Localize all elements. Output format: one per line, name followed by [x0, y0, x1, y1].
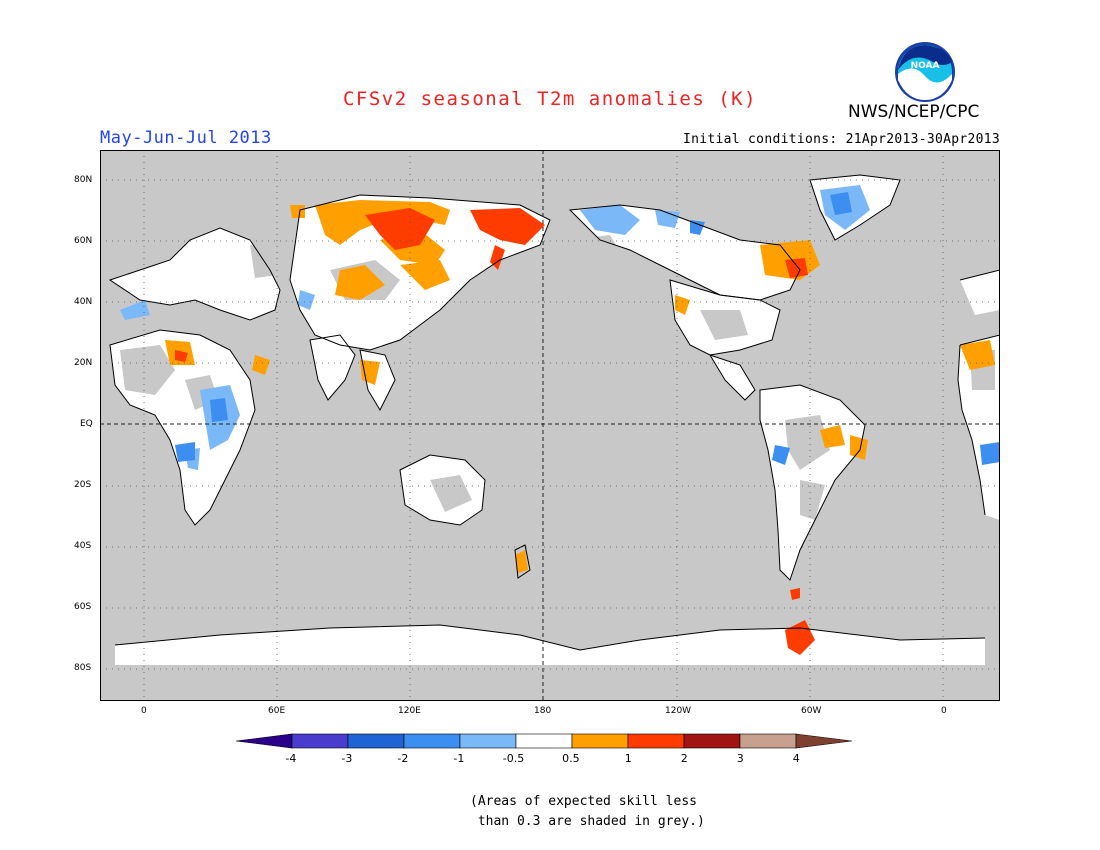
- colorbar-tick-label: 3: [736, 752, 744, 765]
- colorbar-segment: [739, 733, 797, 749]
- lon-label-60e: 60E: [268, 706, 286, 716]
- agency-label: NWS/NCEP/CPC: [848, 102, 980, 122]
- lon-label-0: 0: [141, 706, 147, 716]
- lon-label-120w: 120W: [665, 706, 692, 716]
- initial-conditions: Initial conditions: 21Apr2013-30Apr2013: [683, 132, 1000, 147]
- lat-label-80s: 80S: [74, 663, 92, 673]
- colorbar-tick-label: -1: [453, 752, 465, 765]
- colorbar-tick-label: -2: [397, 752, 409, 765]
- cool-anomaly-medium: [175, 192, 1000, 465]
- lon-label-0-right: 0: [941, 706, 947, 716]
- skill-note-line-2: than 0.3 are shaded in grey.): [470, 814, 705, 829]
- colorbar-arrow-low: [236, 733, 293, 749]
- colorbar-segment: [291, 733, 349, 749]
- lat-label-40n: 40N: [74, 297, 93, 307]
- colorbar-arrow-high: [795, 733, 853, 749]
- colorbar-tick-label: -0.5: [502, 752, 525, 765]
- colorbar-segment: [571, 733, 629, 749]
- lat-label-60s: 60S: [74, 602, 92, 612]
- lat-label-80n: 80N: [74, 175, 93, 185]
- lon-label-180: 180: [534, 706, 552, 716]
- lat-label-eq: EQ: [80, 419, 93, 429]
- colorbar-tick-label: 4: [792, 752, 800, 765]
- equator-dateline: [100, 150, 1000, 701]
- warm-anomaly-red: [175, 208, 815, 655]
- colorbar-segment: [347, 733, 405, 749]
- colorbar: [236, 733, 853, 749]
- colorbar-tick-label: -3: [341, 752, 353, 765]
- lon-label-120e: 120E: [398, 706, 421, 716]
- skill-note-line-1: (Areas of expected skill less: [470, 794, 697, 809]
- lat-label-40s: 40S: [74, 541, 92, 551]
- lon-label-60w: 60W: [801, 706, 822, 716]
- colorbar-segment: [627, 733, 685, 749]
- coastlines: [108, 174, 1000, 651]
- logo-text: NOAA: [911, 61, 940, 71]
- colorbar-segment: [683, 733, 741, 749]
- colorbar-tick-label: -4: [285, 752, 297, 765]
- lat-label-20n: 20N: [74, 358, 93, 368]
- colorbar-segment: [515, 733, 573, 749]
- colorbar-tick-label: 1: [624, 752, 632, 765]
- map-frame: [100, 150, 1000, 701]
- lat-label-20s: 20S: [74, 480, 92, 490]
- forecast-period: May-Jun-Jul 2013: [100, 128, 272, 148]
- anomaly-map: [100, 150, 1000, 701]
- gridlines: [100, 150, 1000, 701]
- colorbar-tick-label: 2: [680, 752, 688, 765]
- chart-title: CFSv2 seasonal T2m anomalies (K): [342, 88, 758, 110]
- lat-label-60n: 60N: [74, 236, 93, 246]
- colorbar-segment: [403, 733, 461, 749]
- skill-note: (Areas of expected skill less than 0.3 a…: [470, 792, 730, 832]
- noaa-logo-icon: NOAA: [895, 42, 955, 102]
- colorbar-segment: [459, 733, 517, 749]
- colorbar-tick-label: 0.5: [562, 752, 580, 765]
